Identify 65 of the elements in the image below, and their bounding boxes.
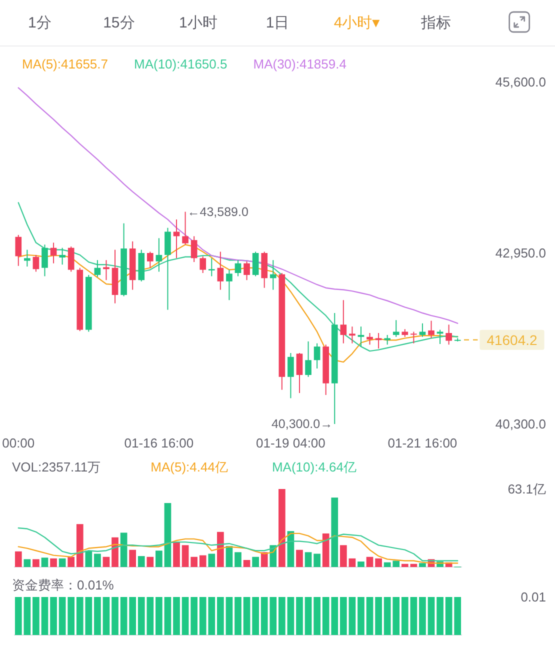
x-tick-label: 01-16 16:00 (124, 436, 194, 450)
category-label: 4小时▾ (334, 14, 380, 32)
bar (331, 498, 338, 567)
bar (243, 560, 250, 567)
bar (234, 552, 242, 567)
chart-title: 资金费率：0.01% (12, 578, 114, 592)
bar (68, 556, 75, 567)
bar (156, 550, 162, 567)
category-label: 15分 (103, 14, 135, 32)
category-label: 1分 (28, 14, 52, 32)
y-tick-label: 45,600.0 (495, 74, 546, 90)
bar (32, 559, 40, 567)
bar (208, 554, 216, 567)
bar (401, 564, 408, 567)
legend: MA(5):41655.7 MA(10):41650.5 MA(30):41859.4 (22, 56, 346, 72)
bar (366, 556, 374, 567)
bar (278, 489, 286, 567)
category-label: 1小时 (179, 14, 218, 32)
bar (296, 550, 303, 567)
y-tick-label: 40,300.0 (495, 416, 546, 432)
bar (164, 503, 172, 567)
ref-line-label: 41604.2 (486, 332, 538, 348)
bar (41, 558, 48, 567)
annotation: 40,300.0→ (271, 417, 333, 431)
bar (50, 558, 57, 567)
x-tick-label: 01-19 04:00 (256, 436, 326, 450)
bar (410, 564, 418, 567)
legend: MA(5):4.44亿 MA(10):4.64亿 (150, 460, 357, 474)
y-tick-label: 42,950.0 (495, 246, 546, 260)
bar (260, 552, 268, 567)
ref-line: 41604.2 (464, 330, 544, 350)
text: 63.1亿 (508, 482, 546, 496)
bar (146, 556, 154, 567)
bar (112, 537, 118, 567)
text: 0.01 (520, 590, 546, 604)
bar (76, 524, 84, 567)
bar (348, 558, 356, 567)
bar (24, 559, 31, 567)
bar (173, 542, 180, 567)
bar (322, 533, 330, 567)
x-tick-label: 00:00 (2, 436, 35, 450)
bar (340, 545, 347, 567)
bar (358, 562, 364, 567)
category-label: 1日 (266, 14, 290, 32)
bar (138, 556, 145, 567)
bar (182, 545, 189, 567)
bar (314, 554, 320, 567)
bar (199, 555, 206, 567)
bar (252, 556, 259, 567)
bar (304, 552, 312, 567)
x-tick-label: 01-21 16:00 (388, 436, 458, 450)
bar (58, 558, 66, 567)
bar (85, 550, 92, 567)
bar (375, 558, 382, 567)
annotation: ←43,589.0 (187, 204, 248, 219)
bar (217, 532, 224, 567)
bar (120, 532, 128, 567)
bar (419, 563, 426, 567)
category-label: 指标 (420, 14, 452, 32)
bar (190, 556, 198, 567)
bar (102, 556, 110, 567)
bar (14, 551, 22, 567)
bar (129, 550, 136, 567)
bar (94, 554, 101, 567)
chart-title: VOL:2357.11万 (12, 460, 101, 474)
